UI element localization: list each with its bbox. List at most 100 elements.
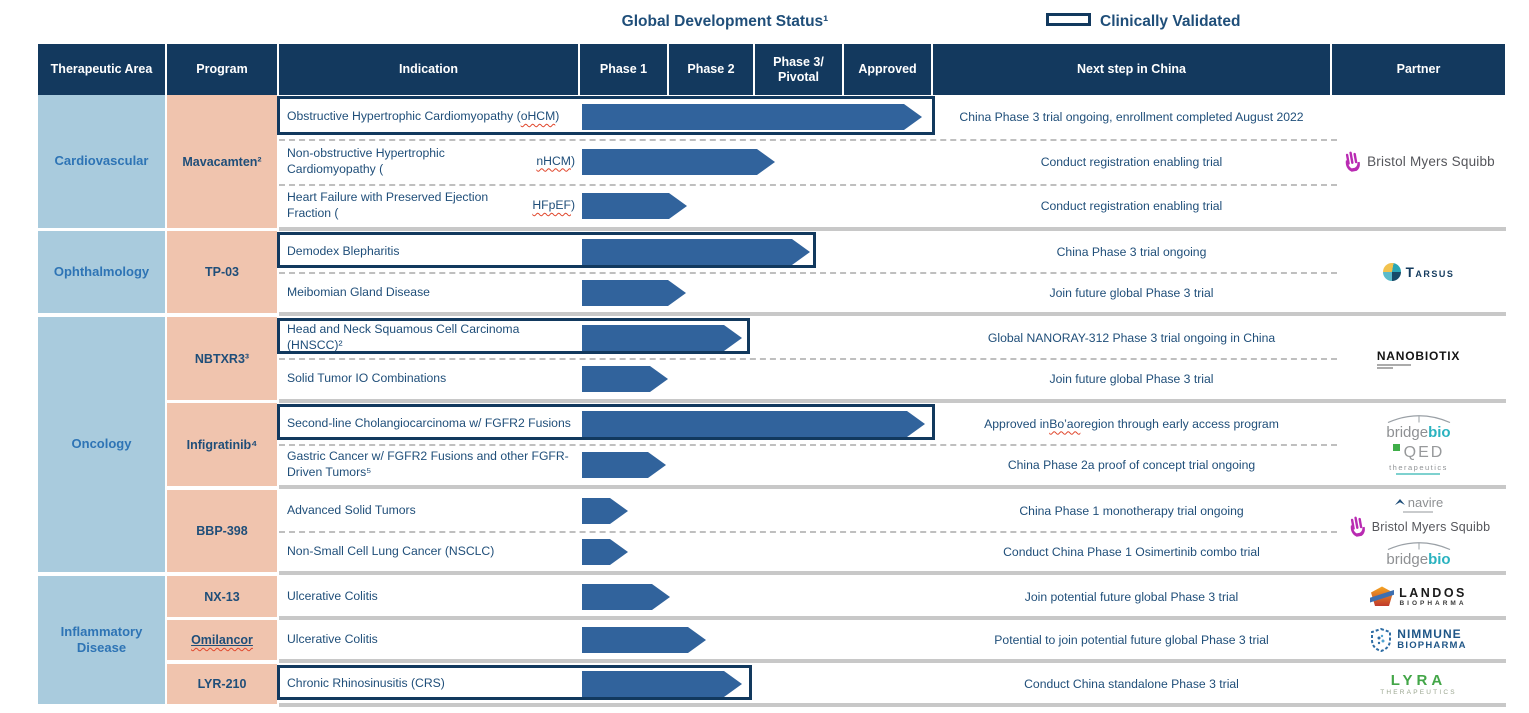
program-label: NX-13 (204, 590, 239, 604)
bar-arrow-tip (668, 279, 686, 306)
qed-therapeutics-label: therapeutics (1389, 463, 1448, 472)
section-separator (279, 227, 1506, 231)
text-segment: Join future global Phase 3 trial (1049, 372, 1214, 386)
partner-cell: Tarsus (1332, 231, 1505, 313)
bar-arrow-tip (907, 410, 925, 437)
navire-bird-icon (1394, 498, 1406, 506)
nimmune-text: NIMMUNE BIOPHARMA (1397, 627, 1466, 652)
bar-body (582, 583, 652, 610)
bridgebio-label-bridge: bridge (1386, 550, 1429, 568)
bridgebio-logo: bridgebio (1384, 541, 1454, 568)
phase-progress-bar (582, 671, 742, 697)
bridgebio-label-bridge: bridge (1386, 424, 1429, 441)
partner-cell: navire Bristol Myers Squibb bridgebio (1332, 490, 1505, 572)
row-separator-dashed (279, 531, 1337, 533)
indication-label: Non-Small Cell Lung Cancer (NSCLC) (287, 531, 575, 572)
program-label: NBTXR3³ (195, 352, 249, 366)
next-step-label: Approved in Bo’ao region through early a… (933, 403, 1330, 444)
page-title: Global Development Status¹ (621, 13, 829, 30)
bar-body (582, 238, 792, 265)
text-segment: Conduct registration enabling trial (1040, 199, 1223, 213)
text-segment: Join future global Phase 3 trial (1049, 285, 1214, 300)
qed-tagline-line (1396, 473, 1441, 475)
lyra-therapeutics-logo: LYRA THERAPEUTICS (1380, 672, 1457, 696)
text-segment: ) (555, 109, 560, 124)
text-segment: ) (570, 153, 575, 168)
text-segment: Conduct registration enabling trial (1040, 154, 1223, 169)
phase-progress-bar (582, 324, 742, 351)
clinically-validated-box (277, 665, 752, 700)
bristol-myers-squibb-label: Bristol Myers Squibb (1367, 154, 1495, 169)
text-segment: ) (570, 198, 575, 213)
program-tp-03: TP-03 (167, 231, 277, 313)
misspelled-word: Omilancor (191, 633, 253, 647)
phase-progress-bar (582, 627, 706, 653)
column-header-partner: Partner (1332, 44, 1505, 95)
bar-body (582, 366, 650, 392)
phase-progress-bar (582, 148, 775, 175)
indication-label: Heart Failure with Preserved Ejection Fr… (287, 184, 575, 228)
text-segment: Potential to join potential future globa… (994, 633, 1269, 647)
section-separator (279, 485, 1506, 489)
bar-arrow-tip (650, 366, 668, 392)
phase-progress-bar (582, 104, 922, 130)
therapeutic-area-oncology: Oncology (38, 317, 165, 572)
text-segment: Demodex Blepharitis (287, 243, 400, 258)
next-step-label: Join potential future global Phase 3 tri… (933, 576, 1330, 617)
navire-label: navire (1407, 494, 1444, 510)
phase-progress-bar (582, 279, 686, 306)
program-label: BBP-398 (196, 524, 247, 538)
row-separator-dashed (279, 272, 1337, 274)
bar-arrow-tip (904, 104, 922, 130)
text-segment: Heart Failure with Preserved Ejection Fr… (287, 190, 489, 220)
text-segment: NX-13 (204, 589, 240, 604)
text-segment: LYR-210 (197, 677, 247, 691)
bar-body (582, 538, 610, 565)
nanobiotix-tagline-line (1376, 363, 1411, 366)
bridgebio-label-bio: bio (1428, 550, 1451, 568)
row-separator-dashed (279, 139, 1337, 141)
section-separator (279, 703, 1506, 707)
bar-arrow-tip (792, 238, 810, 265)
text-segment: Non-obstructive Hypertrophic Cardiomyopa… (287, 145, 445, 176)
lyra-therapeutics-label: THERAPEUTICS (1380, 689, 1457, 696)
program-bbp-398: BBP-398 (167, 490, 277, 572)
misspelled-word: oHCM (520, 109, 556, 124)
therapeutic-area-inflammatory-disease: Inflammatory Disease (38, 576, 165, 704)
bar-arrow-tip (669, 193, 687, 219)
text-segment: China Phase 3 trial ongoing (1056, 244, 1207, 259)
text-segment: TP-03 (204, 265, 240, 279)
landos-biopharma-label: BIOPHARMA (1399, 600, 1467, 607)
text-segment: region through early access program (1080, 416, 1279, 431)
indication-label: Solid Tumor IO Combinations (287, 358, 575, 400)
qed-label: QED (1403, 444, 1445, 461)
tarsus-logo: Tarsus (1382, 263, 1455, 281)
phase-progress-bar (582, 366, 668, 392)
qed-square-icon (1392, 444, 1400, 451)
bar-arrow-tip (648, 452, 666, 478)
text-segment: Solid Tumor IO Combinations (287, 371, 447, 386)
text-segment: Second-line Cholangiocarcinoma w/ FGFR2 … (287, 415, 571, 430)
program-nx-13: NX-13 (167, 576, 277, 617)
bridgebio-label: bridgebio (1386, 551, 1450, 568)
text-segment: Gastric Cancer w/ FGFR2 Fusions and othe… (287, 449, 569, 479)
next-step-label: Conduct registration enabling trial (933, 139, 1330, 184)
clinically-validated-box (277, 404, 935, 440)
partner-cell: NIMMUNE BIOPHARMA (1332, 620, 1505, 660)
bar-arrow-tip (757, 148, 775, 175)
column-header-phase-3-pivotal: Phase 3/ Pivotal (755, 44, 842, 95)
phase-progress-bar (582, 538, 628, 565)
misspelled-word: HFpEF (532, 198, 571, 213)
bridgebio-arch-icon (1384, 414, 1454, 423)
nanobiotix-tagline-line (1376, 366, 1393, 369)
lyra-label: LYRA (1390, 672, 1447, 689)
section-separator (279, 659, 1506, 663)
column-header-phase-1: Phase 1 (580, 44, 667, 95)
navire-row: navire (1394, 495, 1443, 510)
bar-body (582, 148, 757, 175)
next-step-label: Potential to join potential future globa… (933, 620, 1330, 660)
indication-label: Meibomian Gland Disease (287, 272, 575, 313)
text-segment: BBP-398 (196, 524, 248, 538)
text-segment: Conduct China Phase 1 Osimertinib combo … (1003, 544, 1260, 559)
nimmune-label: NIMMUNE (1397, 627, 1462, 642)
